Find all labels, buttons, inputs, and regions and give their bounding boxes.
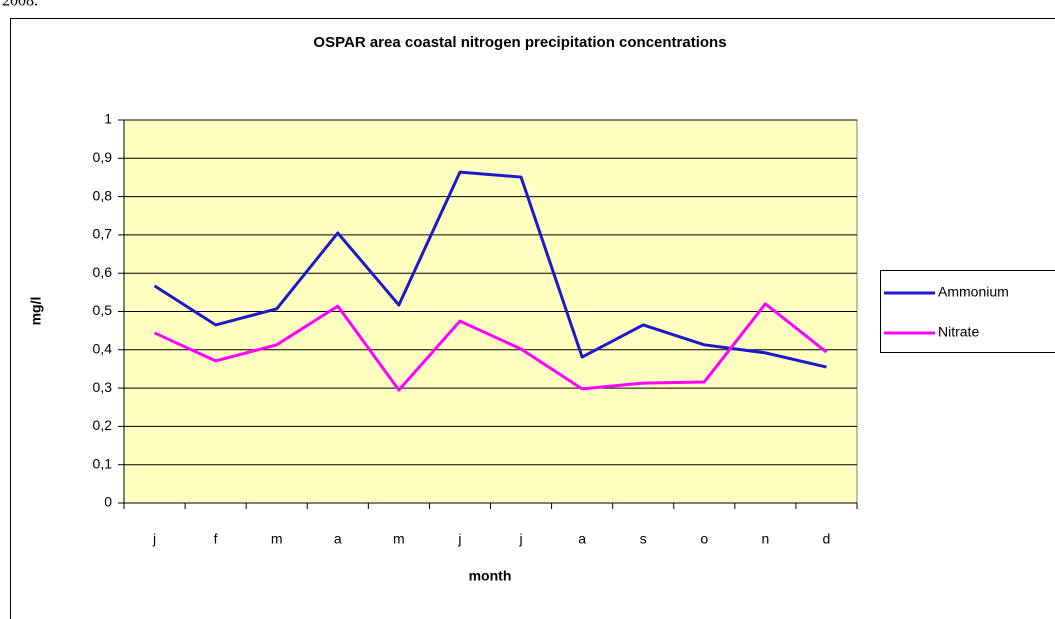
x-tick-label: s xyxy=(640,531,647,547)
y-axis-label: mg/l xyxy=(28,297,44,326)
y-tick-label: 0 xyxy=(104,494,112,510)
y-tick-label: 0,5 xyxy=(93,302,113,318)
y-tick-label: 0,6 xyxy=(93,264,113,280)
legend-box xyxy=(880,270,1055,353)
x-axis-label: month xyxy=(469,568,512,584)
y-tick-label: 0,9 xyxy=(93,149,113,165)
x-tick-label: j xyxy=(457,531,461,547)
chart-title: OSPAR area coastal nitrogen precipitatio… xyxy=(313,34,726,51)
x-tick-label: f xyxy=(214,531,218,547)
y-tick-label: 0,2 xyxy=(93,417,113,433)
x-tick-label: j xyxy=(152,531,156,547)
series-line xyxy=(153,302,828,392)
y-tick-label: 0,1 xyxy=(93,455,113,471)
x-tick-label: a xyxy=(578,531,586,547)
x-tick-label: a xyxy=(334,531,342,547)
caption: 2008. xyxy=(2,0,38,10)
y-tick-label: 0,8 xyxy=(93,187,113,203)
x-tick-label: m xyxy=(271,531,283,547)
y-tick-label: 0,4 xyxy=(93,341,113,357)
legend-label: Nitrate xyxy=(938,324,979,340)
x-tick-label: j xyxy=(518,531,522,547)
y-tick-label: 0,7 xyxy=(93,226,113,242)
legend-label: Ammonium xyxy=(938,284,1009,300)
x-tick-label: m xyxy=(393,531,405,547)
x-tick-label: o xyxy=(700,531,708,547)
series-line xyxy=(153,170,827,369)
x-tick-label: d xyxy=(823,531,831,547)
y-tick-label: 1 xyxy=(104,111,112,127)
x-tick-label: n xyxy=(761,531,769,547)
y-tick-label: 0,3 xyxy=(93,379,113,395)
